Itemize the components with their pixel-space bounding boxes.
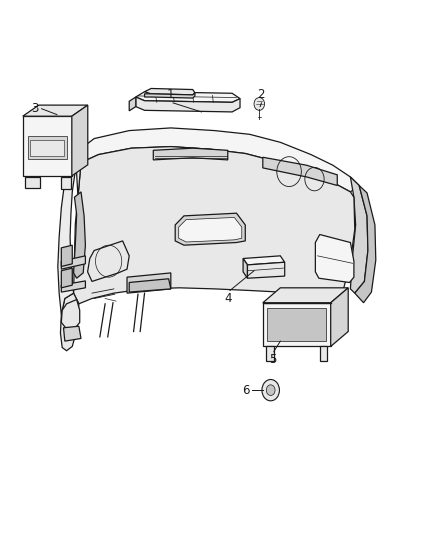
Polygon shape [23,105,88,116]
Polygon shape [61,281,85,292]
Circle shape [254,98,265,110]
Polygon shape [88,241,129,281]
Polygon shape [331,288,348,346]
Polygon shape [61,245,72,266]
Polygon shape [74,147,355,304]
Polygon shape [61,256,85,269]
Polygon shape [30,140,64,156]
Polygon shape [263,288,348,303]
Polygon shape [350,177,368,293]
Polygon shape [355,185,376,303]
Polygon shape [58,150,81,314]
Polygon shape [179,217,242,242]
Text: 4: 4 [224,292,232,305]
Circle shape [266,385,275,395]
Polygon shape [61,268,72,288]
Polygon shape [23,116,72,176]
Polygon shape [60,293,79,351]
Text: 3: 3 [31,102,39,115]
Polygon shape [127,273,171,293]
Polygon shape [28,136,67,159]
Polygon shape [64,326,81,341]
Polygon shape [74,192,85,278]
Text: 5: 5 [269,353,276,366]
Polygon shape [267,308,326,341]
Polygon shape [247,262,285,278]
Polygon shape [129,97,136,111]
Polygon shape [315,235,354,282]
Polygon shape [263,157,337,185]
Polygon shape [175,213,245,245]
Polygon shape [129,279,171,292]
Polygon shape [320,346,327,361]
Polygon shape [77,128,359,192]
Polygon shape [243,256,285,265]
Polygon shape [153,148,228,160]
Polygon shape [72,105,88,176]
Polygon shape [136,92,240,102]
Polygon shape [61,177,71,189]
Polygon shape [145,93,195,98]
Polygon shape [25,177,40,188]
Text: 2: 2 [257,88,265,101]
Text: 1: 1 [167,88,175,101]
Text: 6: 6 [242,384,250,397]
Polygon shape [243,259,247,278]
Polygon shape [145,88,195,95]
Polygon shape [136,97,240,112]
Polygon shape [61,300,80,328]
Circle shape [262,379,279,401]
Polygon shape [263,303,331,346]
Polygon shape [266,346,274,361]
